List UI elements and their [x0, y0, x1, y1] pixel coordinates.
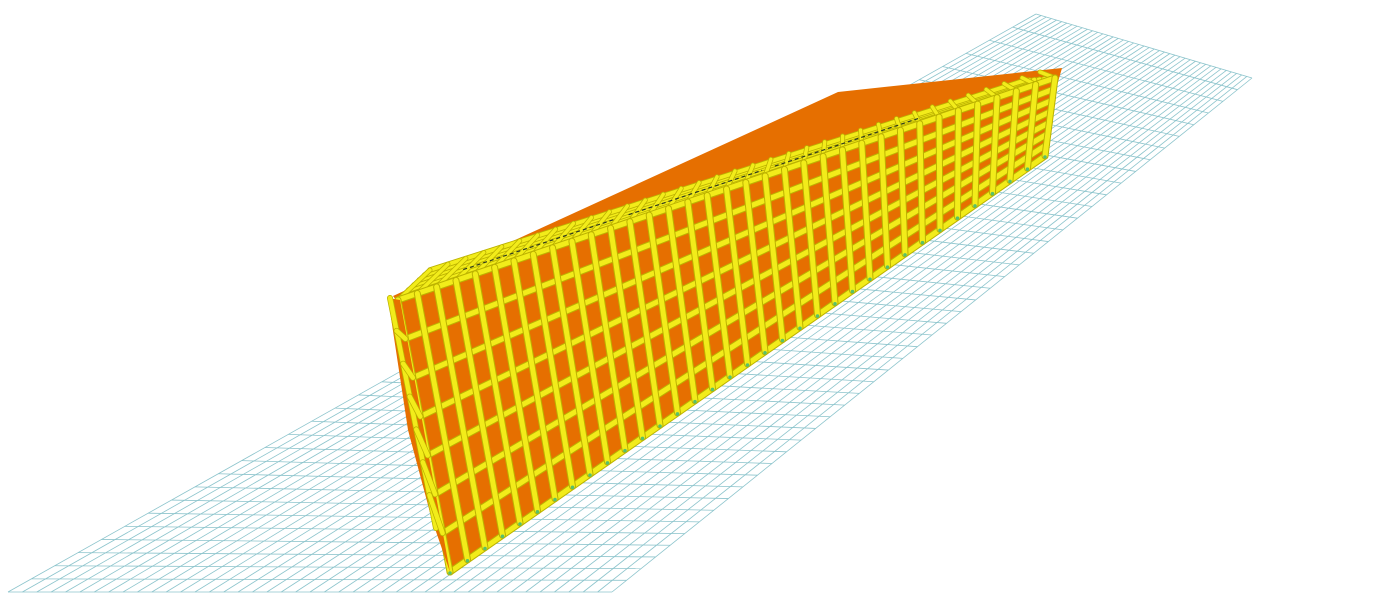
grid-line [439, 59, 1191, 593]
facade-column [550, 245, 593, 477]
facade-column [801, 160, 820, 318]
facade-column [434, 284, 488, 551]
base-joint [990, 191, 995, 196]
base-joint [920, 240, 925, 245]
end-column [387, 295, 439, 531]
facade-column [588, 232, 628, 453]
facade-column [839, 147, 855, 294]
base-joint [1008, 179, 1012, 184]
base-joint [658, 424, 662, 428]
base-joint [1025, 167, 1030, 172]
base-joint [500, 534, 505, 539]
base-joint [850, 289, 855, 294]
facade-column [781, 166, 803, 330]
base-joint [675, 412, 680, 416]
facade-column [820, 153, 838, 306]
facade-column [897, 127, 908, 257]
grid-line [597, 76, 1248, 593]
base-joint [483, 546, 487, 551]
grid-line [511, 67, 1217, 593]
facade-column [743, 179, 768, 355]
facade-column [511, 258, 558, 502]
base-joint [570, 485, 575, 490]
grid-line [554, 71, 1232, 593]
facade-column [762, 173, 785, 343]
base-joint [1043, 155, 1047, 159]
facade-column [492, 264, 540, 514]
facade-column [608, 225, 645, 440]
end-beam [427, 492, 445, 536]
base-joint [763, 350, 767, 355]
grid-line [568, 73, 1237, 593]
base-joint [640, 436, 645, 441]
base-joint [588, 473, 592, 477]
end-beam [407, 394, 423, 419]
grid-line [582, 74, 1242, 593]
column-base-joints [448, 155, 1047, 575]
facade-column [1025, 82, 1039, 171]
facade-column [472, 271, 523, 526]
facade-column [917, 121, 925, 245]
facade-column [878, 134, 890, 269]
base-joint [605, 461, 610, 465]
base-joint [868, 277, 872, 282]
base-joint [553, 497, 557, 502]
facade-column [724, 186, 750, 367]
base-joint [798, 326, 802, 331]
facade-column [1042, 75, 1058, 159]
base-joint [535, 510, 540, 514]
facade-column [685, 199, 715, 391]
grid-line [525, 68, 1222, 593]
base-joint [815, 314, 820, 318]
base-joint [885, 265, 890, 269]
end-facade-frame [387, 295, 446, 537]
grid-line [453, 60, 1196, 593]
facade-column [704, 193, 733, 379]
base-joint [745, 363, 750, 367]
skylight-gap [774, 116, 922, 167]
base-joint [955, 216, 960, 220]
facade-column [1007, 88, 1019, 183]
facade-column [569, 238, 610, 465]
grid-line [611, 77, 1253, 593]
base-joint [710, 387, 715, 392]
skylight-gap [463, 218, 617, 271]
base-joint [623, 448, 627, 453]
facade-column [414, 290, 470, 563]
end-beam [420, 460, 438, 497]
grid-line [496, 65, 1212, 593]
facade-column [955, 108, 961, 220]
grid-line [539, 70, 1227, 593]
skylight-gap [628, 169, 763, 216]
base-joint [780, 338, 785, 343]
facade-column [972, 101, 981, 208]
facade-column [990, 95, 1000, 196]
base-joint [973, 204, 977, 208]
end-beam [414, 427, 430, 458]
facade-column [530, 251, 575, 489]
base-joint [693, 399, 697, 404]
facade-column [627, 219, 663, 428]
base-joint [448, 571, 452, 575]
facade-column [666, 206, 698, 404]
end-beam [394, 328, 408, 342]
facade-column [453, 277, 505, 538]
facade-column [646, 212, 680, 416]
facade-column [859, 140, 873, 281]
end-beam [400, 361, 416, 380]
facade-column [936, 114, 943, 232]
base-joint [728, 375, 732, 380]
base-joint [465, 558, 470, 563]
grid-line [482, 63, 1206, 593]
base-joint [938, 228, 942, 233]
base-joint [833, 302, 837, 306]
base-joint [518, 522, 522, 526]
base-joint [903, 253, 907, 257]
roof-beam-long [428, 78, 1027, 272]
grid-line [467, 62, 1201, 593]
